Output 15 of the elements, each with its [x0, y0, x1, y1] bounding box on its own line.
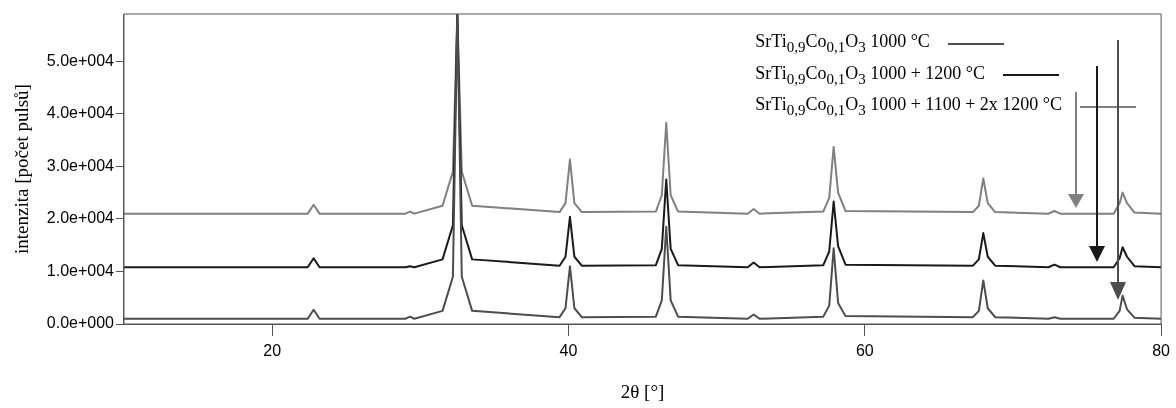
- x-tick-label: 80: [1152, 342, 1171, 360]
- y-tick-label: 4.0e+004: [46, 104, 115, 122]
- legend-label: SrTi$_{0,9}$Co$_{0,1}$O$_{3}$ 1000 °C: [755, 30, 930, 57]
- y-tick-label: 3.0e+004: [46, 156, 115, 174]
- y-tick-label: 5.0e+004: [46, 51, 115, 69]
- x-axis-title: 2θ [°]: [620, 380, 665, 402]
- y-axis-title: intenzita [počet pulsů]: [11, 84, 33, 254]
- x-tick-label: 40: [559, 342, 578, 360]
- y-tick-label: 2.0e+004: [46, 209, 115, 227]
- x-tick-label: 60: [855, 342, 874, 360]
- legend-label: SrTi$_{0,9}$Co$_{0,1}$O$_{3}$ 1000 + 1200 °C: [755, 61, 986, 89]
- legend-label: SrTi$_{0,9}$Co$_{0,1}$O$_{3}$ 1000 + 1100 + 2x 1200 °C: [755, 93, 1062, 120]
- y-tick-label: 1.0e+004: [46, 261, 115, 279]
- y-tick-label: 0.0e+000: [46, 314, 115, 332]
- x-tick-label: 20: [263, 342, 282, 360]
